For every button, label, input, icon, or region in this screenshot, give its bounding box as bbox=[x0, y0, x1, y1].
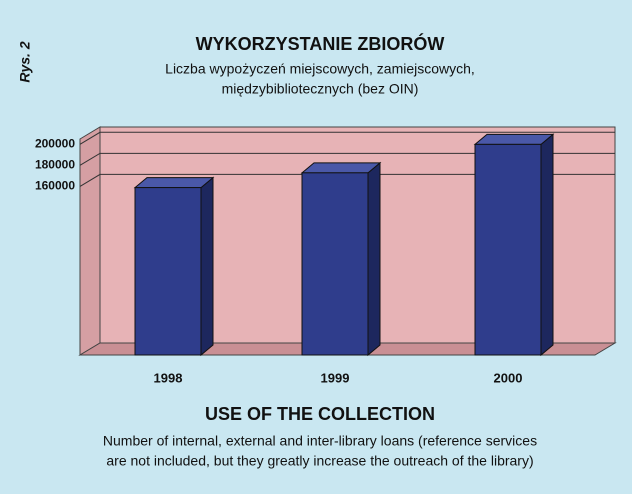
bar-side bbox=[540, 133, 554, 357]
x-tick-label: 1998 bbox=[154, 370, 183, 385]
bar bbox=[134, 187, 202, 356]
bar-top bbox=[133, 177, 215, 189]
grid-line bbox=[79, 173, 615, 187]
chart-title: WYKORZYSTANIE ZBIORÓW bbox=[196, 33, 445, 54]
grid-line bbox=[79, 152, 615, 166]
description: are not included, but they greatly incre… bbox=[106, 453, 533, 469]
y-tick-label: 180000 bbox=[35, 158, 75, 172]
y-tick-label: 200000 bbox=[35, 136, 75, 150]
subtitle: międzybibliotecznych (bez OIN) bbox=[222, 81, 419, 97]
figure-label: Rys. 2 bbox=[17, 41, 33, 82]
bar-side bbox=[367, 161, 381, 357]
side-wall bbox=[79, 126, 101, 356]
bar-side bbox=[200, 176, 214, 357]
grid-line bbox=[79, 131, 615, 145]
subtitle: Liczba wypożyczeń miejscowych, zamiejsco… bbox=[165, 61, 475, 77]
english-title: USE OF THE COLLECTION bbox=[205, 404, 435, 424]
x-tick-label: 2000 bbox=[494, 370, 523, 385]
bar bbox=[301, 172, 369, 356]
description: Number of internal, external and inter-l… bbox=[103, 433, 537, 449]
bar-top bbox=[473, 133, 555, 145]
bar bbox=[474, 143, 542, 356]
x-tick-label: 1999 bbox=[321, 370, 350, 385]
bar-top bbox=[300, 162, 382, 174]
y-tick-label: 160000 bbox=[35, 179, 75, 193]
